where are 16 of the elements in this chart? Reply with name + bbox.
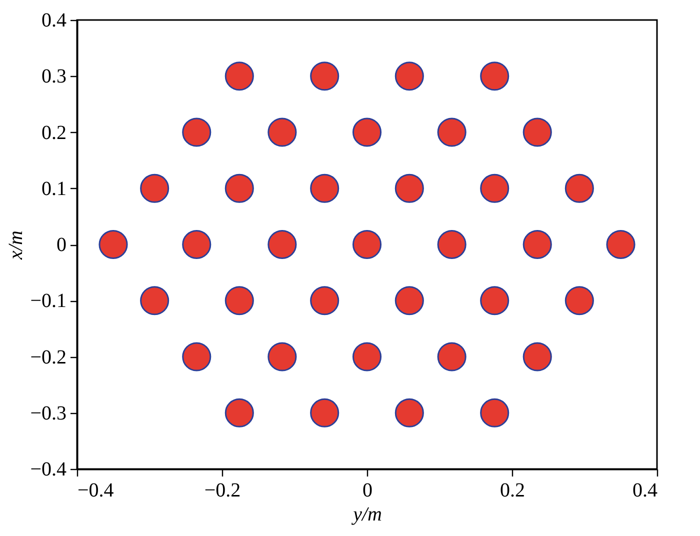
- y-tick-label: −0.3: [30, 402, 66, 424]
- y-tick-label: −0.4: [30, 458, 66, 480]
- x-axis-title: y/m: [351, 504, 382, 526]
- y-tick-label: 0.1: [42, 178, 66, 200]
- x-tick-label: 0.2: [500, 480, 525, 502]
- y-tick-label: 0.4: [42, 10, 66, 32]
- y-tick-label: 0.2: [42, 122, 66, 144]
- y-axis-title: x/m: [5, 230, 28, 260]
- y-tick-label: −0.1: [30, 290, 66, 312]
- x-tick-label: 0: [362, 480, 372, 502]
- x-tick-label: 0.4: [632, 480, 658, 502]
- x-tick-label: −0.4: [78, 480, 114, 502]
- y-tick-label: −0.2: [30, 346, 66, 368]
- x-tick-label: −0.2: [204, 480, 241, 502]
- y-tick-label: 0.3: [42, 66, 66, 88]
- y-tick-label: 0: [56, 234, 66, 256]
